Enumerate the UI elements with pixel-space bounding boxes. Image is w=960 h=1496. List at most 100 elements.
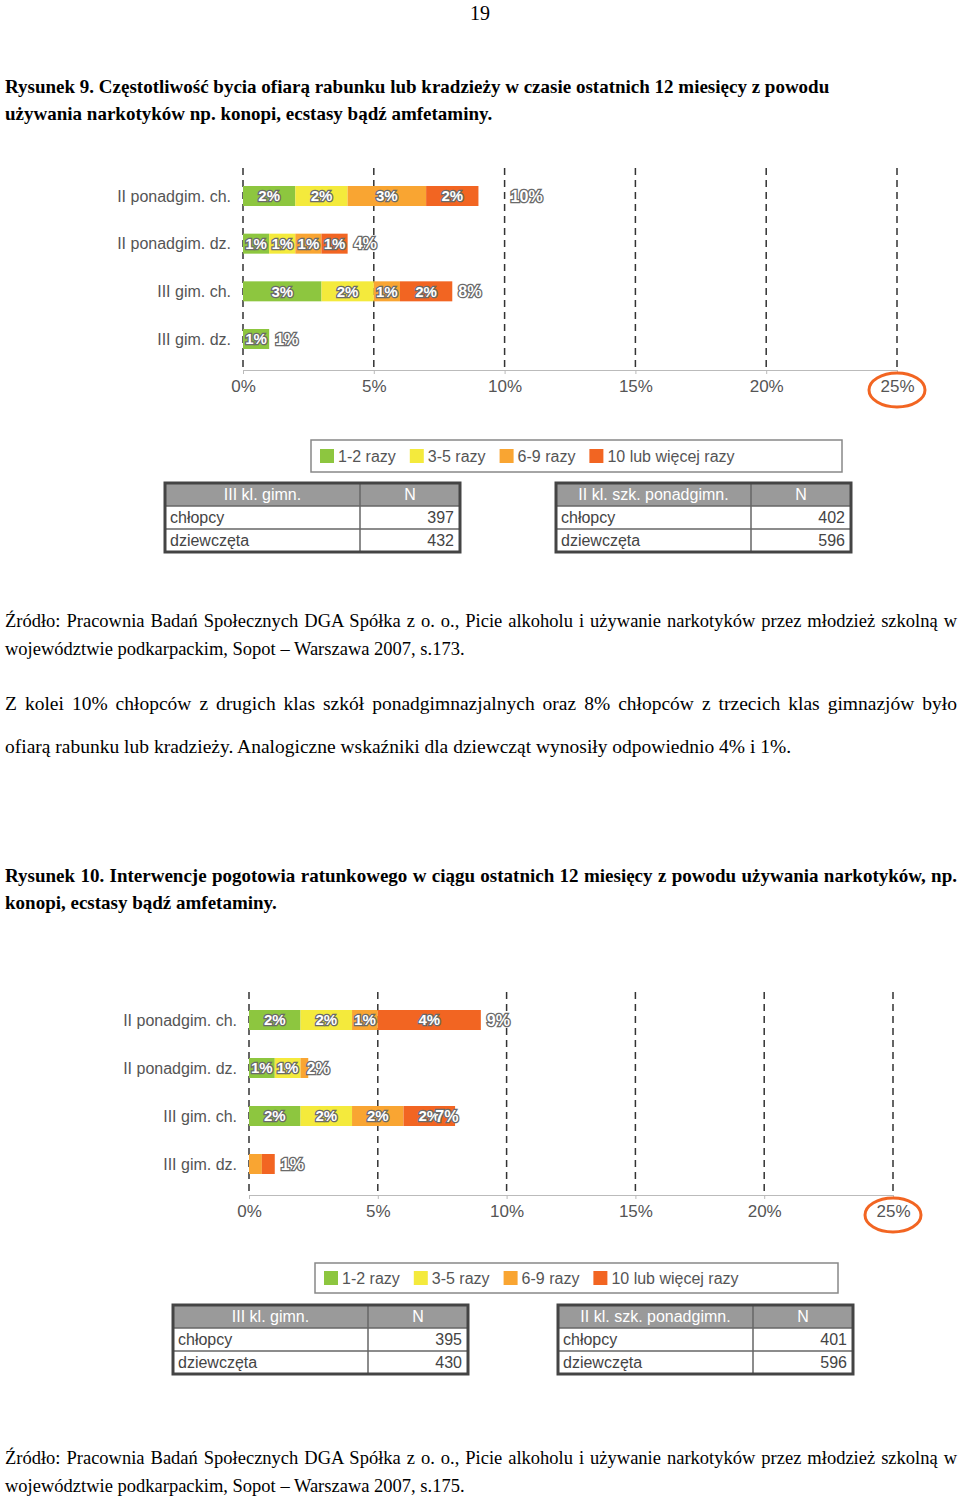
category-label: II ponadgim. dz. <box>117 235 231 252</box>
data-label: 1% <box>251 1059 273 1076</box>
table-header-bg <box>165 483 460 506</box>
tick-label: 0% <box>237 1202 262 1221</box>
legend-frame <box>311 440 842 472</box>
legend-frame <box>315 1263 838 1293</box>
highlight-ring <box>865 1198 921 1232</box>
legend-label: 6-9 razy <box>522 1270 580 1287</box>
grid-line <box>896 168 898 370</box>
tick-mark <box>635 370 636 374</box>
axis-line <box>244 370 898 371</box>
data-label: 3% <box>271 283 293 300</box>
table-cell: chłopcy <box>561 509 615 526</box>
bar-segment <box>243 186 295 206</box>
data-label: 2% <box>264 1011 286 1028</box>
bar-segment <box>243 281 321 301</box>
tick-label: 25% <box>876 1202 910 1221</box>
total-label: 10% <box>511 188 543 205</box>
bar-segment <box>426 186 478 206</box>
bar-segment <box>352 1010 378 1030</box>
legend: 1-2 razy3-5 razy6-9 razy10 lub więcej ra… <box>311 440 842 472</box>
legend-swatch <box>589 449 603 463</box>
bar-segment <box>348 186 426 206</box>
table-header: N <box>797 1308 809 1325</box>
grid-line <box>763 992 765 1195</box>
table-col-line <box>359 483 361 552</box>
table-row-line <box>558 1327 853 1329</box>
table-col-line <box>367 1305 369 1374</box>
total-label: 8% <box>458 283 481 300</box>
tick-mark <box>243 370 244 374</box>
tick-label: 5% <box>366 1202 391 1221</box>
table-cell: dziewczęta <box>563 1354 642 1371</box>
table-header-bg <box>556 483 851 506</box>
tick-mark <box>507 1195 508 1199</box>
tick-label: 10% <box>490 1202 524 1221</box>
table-col-line <box>750 483 752 552</box>
category-label: III gim. dz. <box>157 331 231 348</box>
table-row-line <box>556 505 851 507</box>
category-label: II ponadgim. ch. <box>117 188 231 205</box>
tick-mark <box>378 1195 379 1199</box>
legend-label: 10 lub więcej razy <box>607 448 734 465</box>
paragraph: Z kolei 10% chłopców z drugich klas szkó… <box>5 682 957 768</box>
table-header: N <box>412 1308 424 1325</box>
table-cell: 596 <box>818 532 845 549</box>
category-label: II ponadgim. ch. <box>123 1012 237 1029</box>
category-label: III gim. dz. <box>163 1156 237 1173</box>
category-label: III gim. ch. <box>163 1108 237 1125</box>
tick-label: 20% <box>748 1202 782 1221</box>
data-label: 2% <box>311 187 333 204</box>
bar-segment <box>243 234 269 254</box>
figure-caption: Rysunek 9. Częstotliwość bycia ofiarą ra… <box>5 73 910 127</box>
table-header: II kl. szk. ponadgimn. <box>580 1308 730 1325</box>
n-table: II kl. szk. ponadgimn.Nchłopcy402dziewcz… <box>556 483 851 552</box>
table-cell: chłopcy <box>563 1331 617 1348</box>
tick-mark <box>374 370 375 374</box>
table-row-line <box>173 1327 468 1329</box>
data-label: 3% <box>376 187 398 204</box>
data-label: 1% <box>376 283 398 300</box>
bars <box>243 186 478 349</box>
total-label: 9% <box>487 1012 510 1029</box>
data-label: 1% <box>298 235 320 252</box>
table-cell: 401 <box>820 1331 847 1348</box>
grid-line <box>892 992 894 1195</box>
data-label: 2% <box>337 283 359 300</box>
grid-line <box>635 992 637 1195</box>
category-labels: II ponadgim. ch. II ponadgim. dz. III gim.… <box>117 188 231 348</box>
figure-source: Źródło: Pracownia Badań Społecznych DGA … <box>5 607 957 663</box>
tick-label: 20% <box>750 377 784 396</box>
table-header: III kl. gimn. <box>224 486 301 503</box>
figure-source: Źródło: Pracownia Badań Społecznych DGA … <box>5 1444 957 1496</box>
legend-swatch <box>504 1271 518 1285</box>
table-cell: 596 <box>820 1354 847 1371</box>
data-label: 1% <box>245 330 267 347</box>
table-cell: dziewczęta <box>178 1354 257 1371</box>
legend-swatch <box>593 1271 607 1285</box>
total-label: 7% <box>435 1108 458 1125</box>
bar-segment <box>321 281 373 301</box>
table-frame <box>558 1305 853 1374</box>
table-header-bg <box>558 1305 853 1328</box>
category-label: III gim. ch. <box>157 283 231 300</box>
bar-segment <box>301 1106 353 1126</box>
bar-segment <box>378 1010 481 1030</box>
table-cell: chłopcy <box>170 509 224 526</box>
legend-label: 1-2 razy <box>338 448 396 465</box>
tick-label: 0% <box>231 377 256 396</box>
table-frame <box>556 483 851 552</box>
total-label: 4% <box>354 235 377 252</box>
table-cell: 395 <box>435 1331 462 1348</box>
table-header-bg <box>173 1305 468 1328</box>
page-number: 19 <box>430 0 530 26</box>
tick-label: 15% <box>619 1202 653 1221</box>
table-cell: 432 <box>427 532 454 549</box>
tick: 15% <box>619 1195 653 1221</box>
table-frame <box>173 1305 468 1374</box>
total-label: 2% <box>307 1060 330 1077</box>
axis-line <box>250 1195 894 1196</box>
grid-line <box>765 168 767 370</box>
legend-label: 10 lub więcej razy <box>611 1270 738 1287</box>
bar-segment <box>352 1106 404 1126</box>
table-header: N <box>795 486 807 503</box>
